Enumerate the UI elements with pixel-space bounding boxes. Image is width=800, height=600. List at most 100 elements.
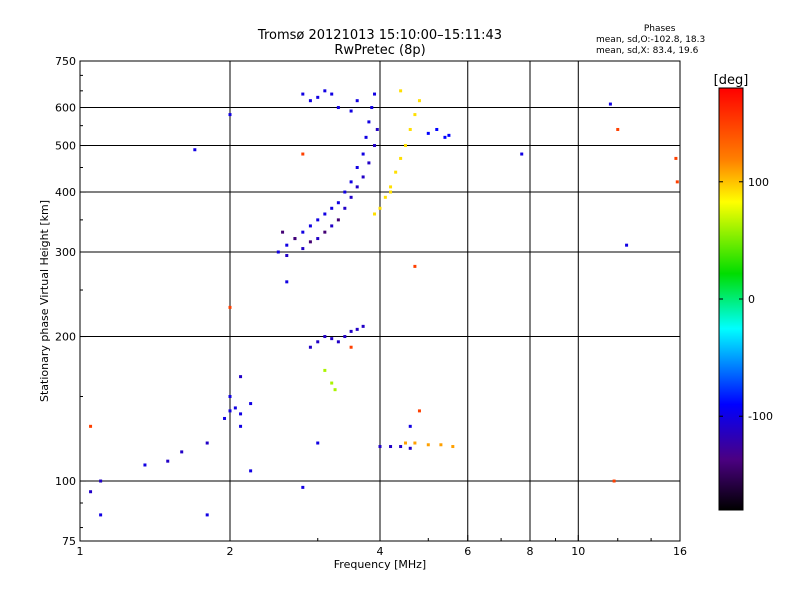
- data-point: [285, 243, 289, 247]
- data-point: [308, 240, 312, 244]
- data-point: [301, 485, 305, 489]
- data-point: [308, 224, 312, 228]
- data-point: [367, 120, 371, 124]
- data-point: [378, 445, 382, 449]
- y-tick-label: 75: [62, 535, 76, 548]
- data-point: [520, 152, 524, 156]
- data-point: [316, 441, 320, 445]
- data-point: [408, 424, 412, 428]
- data-point: [675, 180, 679, 184]
- y-tick-label: 400: [55, 186, 76, 199]
- data-point: [330, 224, 334, 228]
- data-point: [336, 340, 340, 344]
- stats-o-mode: mean, sd,O:-102.8, 18.3: [596, 35, 706, 45]
- data-point: [336, 106, 340, 110]
- data-point: [166, 459, 170, 463]
- data-point: [373, 144, 377, 148]
- data-point: [349, 180, 353, 184]
- data-point: [308, 99, 312, 103]
- data-point: [276, 250, 280, 254]
- x-tick-label: 6: [464, 545, 471, 558]
- colorbar-ticks: 100 0 -100: [719, 176, 773, 423]
- data-point: [447, 133, 451, 137]
- data-point: [343, 335, 347, 339]
- data-point: [408, 127, 412, 131]
- data-point: [336, 201, 340, 205]
- data-point: [375, 127, 379, 131]
- data-point: [316, 95, 320, 99]
- y-tick-label: 600: [55, 102, 76, 115]
- data-point: [349, 345, 353, 349]
- data-point: [355, 165, 359, 169]
- data-point: [316, 218, 320, 222]
- data-point: [612, 479, 616, 483]
- colorbar-tick-label: 100: [748, 176, 769, 189]
- data-point: [228, 409, 232, 413]
- data-point: [399, 445, 403, 449]
- data-point: [413, 113, 417, 117]
- data-point: [205, 513, 209, 517]
- data-point: [330, 381, 334, 385]
- data-point: [293, 237, 297, 241]
- stats-x-mode: mean, sd,X: 83.4, 19.6: [596, 46, 699, 56]
- data-point: [301, 152, 305, 156]
- data-point: [355, 99, 359, 103]
- data-point: [408, 446, 412, 450]
- data-point: [625, 243, 629, 247]
- x-tick-label: 4: [377, 545, 384, 558]
- stats-box: Phases mean, sd,O:-102.8, 18.3 mean, sd,…: [596, 24, 705, 57]
- data-point: [249, 402, 253, 406]
- y-tick-label: 100: [55, 475, 76, 488]
- data-point: [323, 212, 327, 216]
- data-point: [367, 161, 371, 165]
- data-point: [228, 395, 232, 399]
- x-tick-label: 2: [227, 545, 234, 558]
- data-point: [301, 247, 305, 251]
- data-point: [349, 195, 353, 199]
- data-point: [417, 99, 421, 103]
- data-point: [343, 190, 347, 194]
- data-point: [285, 280, 289, 284]
- y-tick-label: 750: [55, 55, 76, 68]
- data-point: [330, 92, 334, 96]
- y-tick-label: 300: [55, 246, 76, 259]
- data-point: [336, 218, 340, 222]
- data-point: [451, 445, 455, 449]
- data-point: [239, 424, 243, 428]
- data-point: [239, 412, 243, 416]
- data-point: [308, 345, 312, 349]
- x-axis-label: Frequency [MHz]: [334, 558, 426, 571]
- axis-ticks: 1 2 4 6 8 10 16 75 100 200 300 400 500 600 750: [55, 55, 687, 558]
- data-point: [403, 144, 407, 148]
- data-point: [403, 441, 407, 445]
- data-point: [285, 254, 289, 258]
- data-point: [364, 135, 368, 139]
- colorbar-tick-label: -100: [748, 410, 773, 423]
- x-tick-label: 1: [77, 545, 84, 558]
- data-point: [361, 324, 365, 328]
- data-point: [608, 102, 612, 106]
- data-point: [249, 469, 253, 473]
- x-tick-label: 16: [673, 545, 687, 558]
- data-point: [89, 424, 93, 428]
- data-point: [99, 513, 103, 517]
- chart-subtitle: RwPretec (8p): [334, 43, 426, 58]
- data-point: [281, 230, 285, 234]
- data-point: [180, 450, 184, 454]
- chart-title: Tromsø 20121013 15:10:00–15:11:43: [257, 28, 503, 43]
- data-point: [355, 327, 359, 331]
- data-point: [361, 152, 365, 156]
- data-point: [323, 89, 327, 93]
- data-point: [323, 335, 327, 339]
- data-point: [355, 185, 359, 189]
- data-point: [228, 113, 232, 117]
- data-point: [389, 190, 393, 194]
- data-point: [228, 305, 232, 309]
- data-point: [426, 131, 430, 135]
- stats-title: Phases: [643, 24, 676, 34]
- data-point: [89, 490, 93, 494]
- data-point: [399, 156, 403, 160]
- y-axis-label: Stationary phase Virtual Height [km]: [38, 200, 51, 402]
- data-point: [193, 148, 197, 152]
